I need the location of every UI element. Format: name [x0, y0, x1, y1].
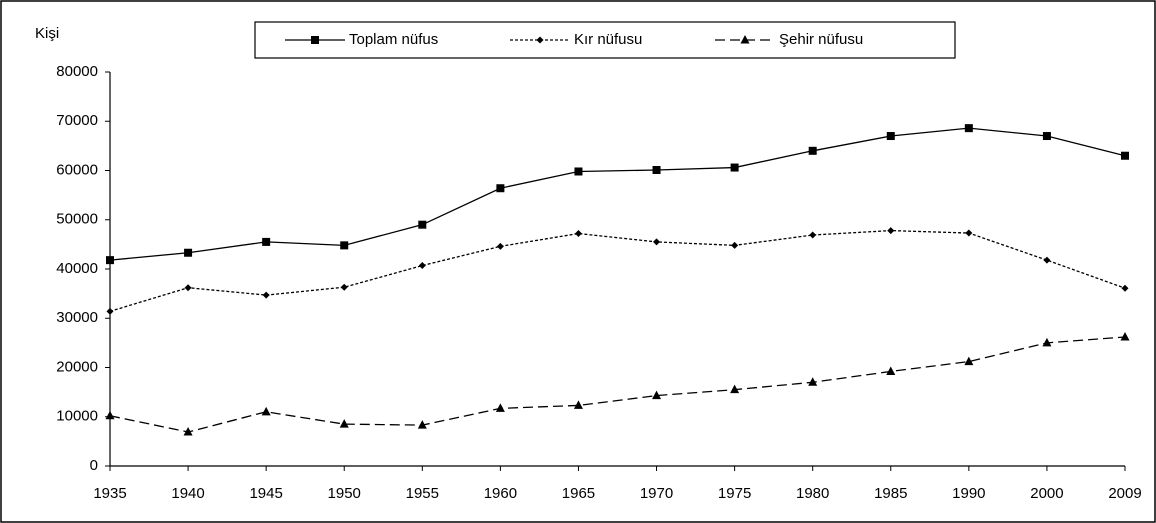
marker [105, 410, 115, 420]
legend-label: Şehir nüfusu [779, 31, 863, 48]
y-tick-label: 80000 [56, 63, 98, 80]
marker [808, 377, 818, 386]
legend-label: Toplam nüfus [349, 31, 438, 48]
series-line [109, 127, 1126, 261]
marker [574, 167, 583, 176]
marker [417, 420, 427, 429]
marker [340, 241, 349, 250]
marker [1043, 256, 1051, 264]
x-tick-label: 1965 [562, 485, 595, 502]
marker [183, 427, 193, 436]
marker [652, 166, 661, 175]
y-axis-label: Kişi [35, 25, 59, 42]
legend-label: Kır nüfusu [574, 31, 642, 48]
marker [730, 163, 739, 172]
marker [964, 356, 974, 366]
x-tick-label: 1990 [952, 485, 985, 502]
marker [418, 262, 426, 270]
marker [574, 230, 582, 238]
x-tick-label: 2009 [1108, 485, 1141, 502]
marker [184, 248, 193, 257]
marker [340, 283, 348, 291]
marker [106, 256, 114, 265]
y-tick-label: 70000 [56, 112, 98, 129]
x-tick-label: 1950 [328, 485, 361, 502]
marker [106, 307, 114, 315]
x-tick-label: 1955 [406, 485, 439, 502]
marker [1042, 132, 1051, 141]
x-tick-label: 1940 [171, 485, 204, 502]
x-tick-label: 1970 [640, 485, 673, 502]
x-tick-label: 1985 [874, 485, 907, 502]
marker [496, 242, 504, 250]
y-tick-label: 50000 [56, 211, 98, 228]
marker [731, 241, 739, 249]
marker [730, 384, 740, 394]
legend-marker [740, 35, 750, 44]
legend-box [254, 21, 956, 59]
marker [886, 366, 896, 375]
marker [261, 406, 271, 416]
series-line [109, 336, 1126, 433]
y-tick-label: 40000 [56, 260, 98, 277]
y-tick-label: 0 [90, 457, 98, 474]
x-tick-label: 1980 [796, 485, 829, 502]
marker [886, 132, 895, 141]
marker [496, 184, 505, 193]
marker [184, 284, 192, 292]
y-tick-label: 60000 [56, 161, 98, 178]
marker [652, 390, 662, 400]
marker [1121, 284, 1129, 292]
x-tick-label: 1935 [93, 485, 126, 502]
marker [262, 237, 271, 246]
y-tick-label: 30000 [56, 309, 98, 326]
x-tick-label: 2000 [1030, 485, 1063, 502]
x-tick-label: 1945 [249, 485, 282, 502]
legend-marker [536, 36, 544, 44]
marker [495, 403, 505, 412]
marker [808, 146, 817, 155]
x-tick-label: 1960 [484, 485, 517, 502]
marker [1042, 337, 1052, 347]
marker [1121, 151, 1129, 160]
marker [418, 220, 427, 229]
marker [573, 400, 583, 409]
legend-marker [311, 36, 319, 44]
marker [965, 229, 973, 237]
marker [1120, 331, 1130, 341]
marker [339, 419, 349, 428]
marker [964, 124, 973, 133]
marker [653, 238, 661, 246]
y-tick-label: 20000 [56, 358, 98, 375]
marker [887, 227, 895, 235]
x-tick-label: 1975 [718, 485, 751, 502]
marker [809, 231, 817, 239]
series-line [109, 229, 1126, 312]
marker [262, 291, 270, 299]
y-tick-label: 10000 [56, 408, 98, 425]
